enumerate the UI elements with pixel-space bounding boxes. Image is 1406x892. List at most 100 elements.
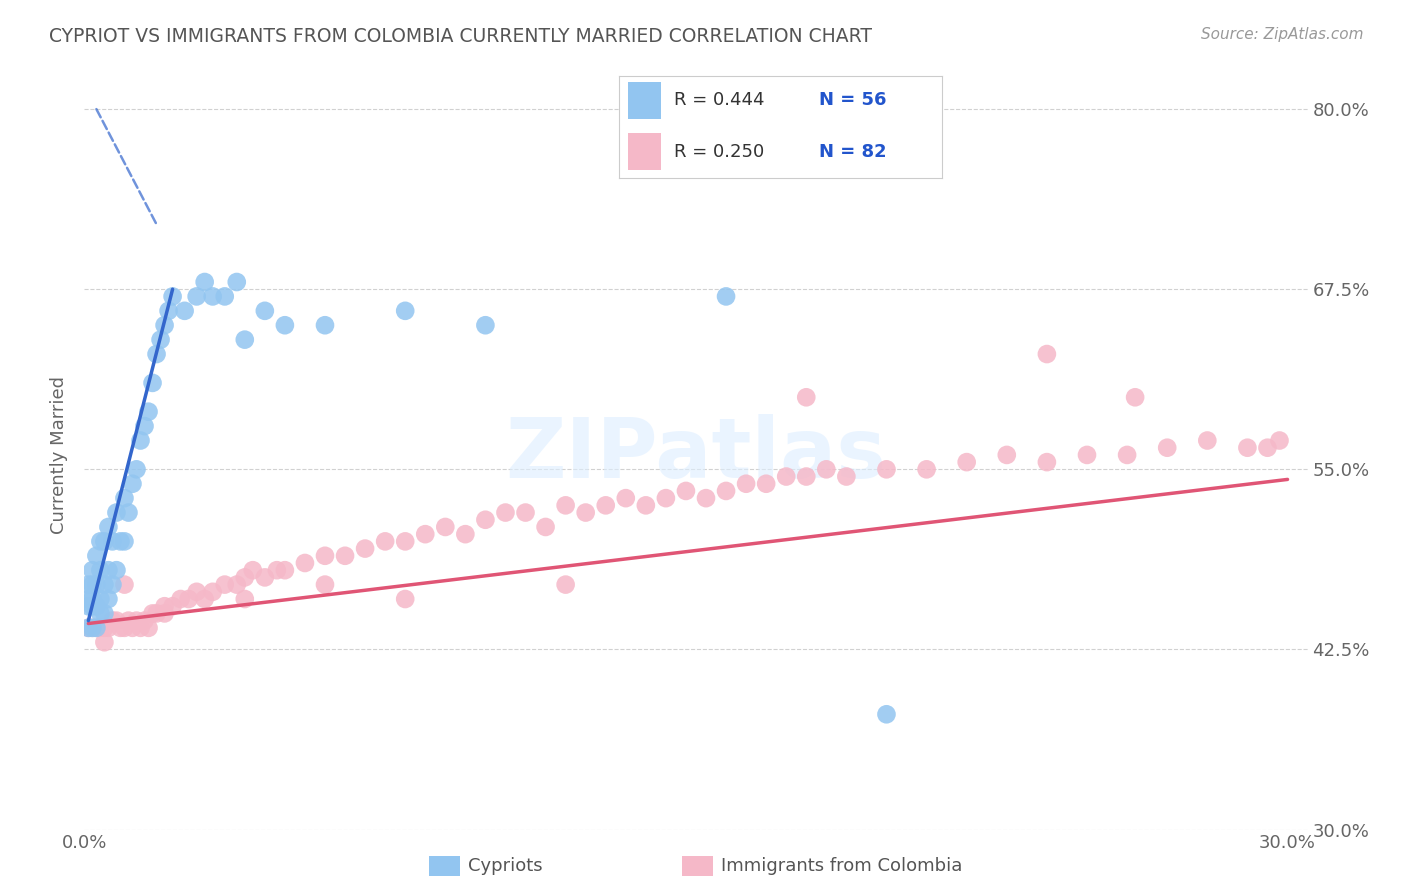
Point	[214, 289, 236, 303]
Point	[515, 506, 537, 520]
Text: N = 56: N = 56	[820, 92, 887, 110]
Point	[1123, 390, 1146, 404]
Y-axis label: Currently Married: Currently Married	[51, 376, 69, 534]
Point	[77, 592, 100, 607]
Text: Cypriots: Cypriots	[468, 857, 543, 875]
Point	[82, 592, 104, 607]
Point	[794, 390, 817, 404]
Point	[110, 621, 132, 635]
Point	[121, 621, 143, 635]
Point	[186, 584, 208, 599]
Point	[86, 621, 108, 635]
Point	[117, 506, 139, 520]
Point	[875, 707, 897, 722]
Point	[169, 592, 191, 607]
Point	[233, 333, 256, 347]
Point	[162, 599, 184, 614]
Point	[129, 434, 152, 448]
Point	[82, 577, 104, 591]
Point	[134, 614, 156, 628]
Point	[655, 491, 678, 505]
Point	[695, 491, 717, 505]
Point	[77, 599, 100, 614]
Point	[93, 607, 115, 621]
Point	[454, 527, 477, 541]
Point	[105, 506, 128, 520]
Point	[101, 614, 124, 628]
Point	[614, 491, 637, 505]
Point	[129, 621, 152, 635]
Point	[141, 607, 163, 621]
Point	[956, 455, 979, 469]
Point	[138, 621, 160, 635]
Text: N = 82: N = 82	[820, 143, 887, 161]
Point	[253, 303, 276, 318]
Point	[114, 577, 136, 591]
Point	[93, 621, 115, 635]
Point	[394, 534, 416, 549]
Point	[214, 577, 236, 591]
Point	[915, 462, 938, 476]
Point	[194, 275, 217, 289]
Point	[97, 520, 120, 534]
Point	[253, 570, 276, 584]
Point	[274, 318, 297, 333]
Point	[266, 563, 288, 577]
Point	[434, 520, 457, 534]
Point	[735, 476, 758, 491]
Point	[1116, 448, 1139, 462]
Point	[675, 483, 697, 498]
Point	[714, 289, 737, 303]
Point	[114, 621, 136, 635]
Point	[134, 419, 156, 434]
Point	[1197, 434, 1219, 448]
Point	[77, 577, 100, 591]
Point	[153, 318, 176, 333]
Text: R = 0.250: R = 0.250	[673, 143, 763, 161]
Point	[875, 462, 897, 476]
Point	[97, 621, 120, 635]
Point	[995, 448, 1018, 462]
Point	[82, 563, 104, 577]
Point	[354, 541, 377, 556]
Point	[145, 607, 167, 621]
Point	[138, 405, 160, 419]
Point	[86, 549, 108, 563]
Point	[125, 614, 148, 628]
Point	[77, 621, 100, 635]
Point	[554, 499, 576, 513]
Point	[394, 303, 416, 318]
Point	[495, 506, 517, 520]
Point	[121, 476, 143, 491]
Point	[775, 469, 797, 483]
Point	[86, 577, 108, 591]
Point	[474, 318, 496, 333]
Point	[105, 563, 128, 577]
Point	[145, 347, 167, 361]
Point	[101, 534, 124, 549]
Point	[394, 592, 416, 607]
Point	[153, 599, 176, 614]
Point	[201, 289, 224, 303]
Point	[474, 513, 496, 527]
Point	[89, 534, 111, 549]
Point	[314, 318, 336, 333]
Point	[97, 592, 120, 607]
Point	[225, 577, 247, 591]
Point	[89, 607, 111, 621]
Point	[82, 599, 104, 614]
Text: Source: ZipAtlas.com: Source: ZipAtlas.com	[1201, 27, 1364, 42]
Point	[575, 506, 598, 520]
Point	[413, 527, 436, 541]
Text: ZIPatlas: ZIPatlas	[506, 415, 886, 495]
Point	[157, 303, 180, 318]
Text: R = 0.444: R = 0.444	[673, 92, 763, 110]
Point	[1156, 441, 1178, 455]
Point	[153, 607, 176, 621]
Point	[794, 469, 817, 483]
Point	[1256, 441, 1278, 455]
Point	[93, 635, 115, 649]
Point	[755, 476, 778, 491]
Point	[233, 592, 256, 607]
Point	[177, 592, 200, 607]
